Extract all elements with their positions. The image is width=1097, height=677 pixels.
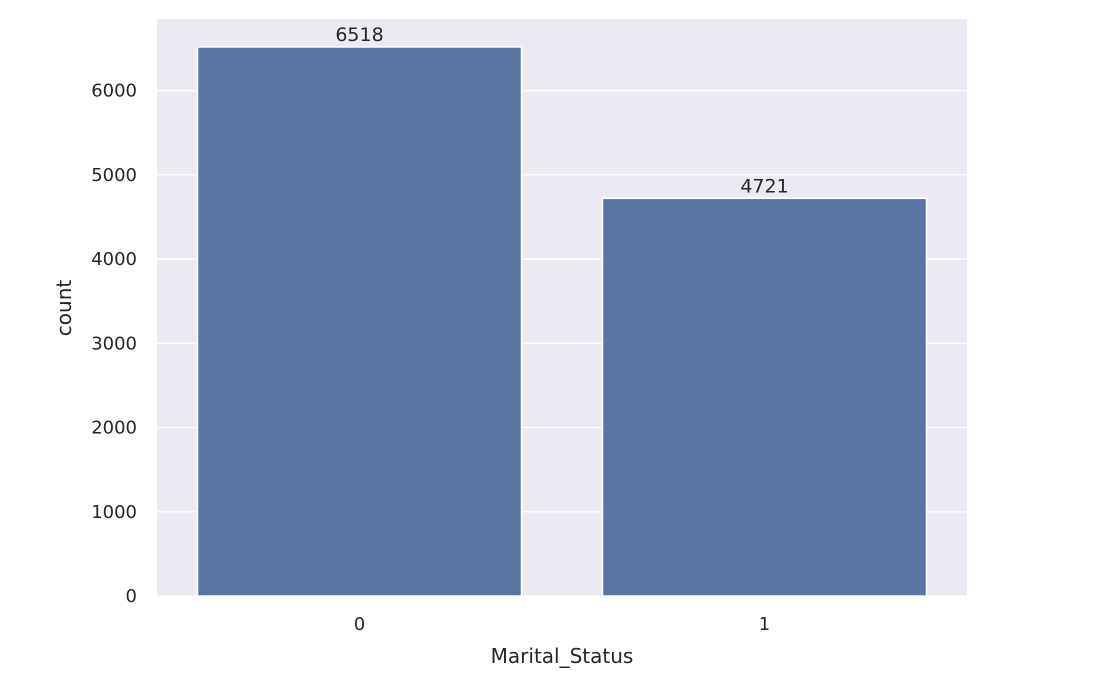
y-tick-label: 5000 — [91, 165, 137, 186]
x-tick-label: 0 — [354, 614, 365, 635]
bar — [196, 46, 523, 597]
bar-value-label: 6518 — [335, 24, 383, 46]
y-tick-label: 1000 — [91, 502, 137, 523]
y-axis-label: count — [52, 280, 76, 337]
y-tick-label: 6000 — [91, 81, 137, 102]
y-tick-label: 0 — [126, 586, 137, 607]
x-tick-label: 1 — [759, 614, 770, 635]
y-axis-ticks: 0 1000 2000 3000 4000 5000 6000 — [91, 81, 137, 607]
y-tick-label: 2000 — [91, 418, 137, 439]
data-labels: 6518 4721 — [335, 24, 788, 197]
bar — [601, 197, 928, 597]
y-tick-label: 4000 — [91, 249, 137, 270]
x-axis-label: Marital_Status — [491, 644, 634, 668]
y-tick-label: 3000 — [91, 333, 137, 354]
bar-value-label: 4721 — [740, 175, 788, 197]
bars — [196, 46, 928, 597]
